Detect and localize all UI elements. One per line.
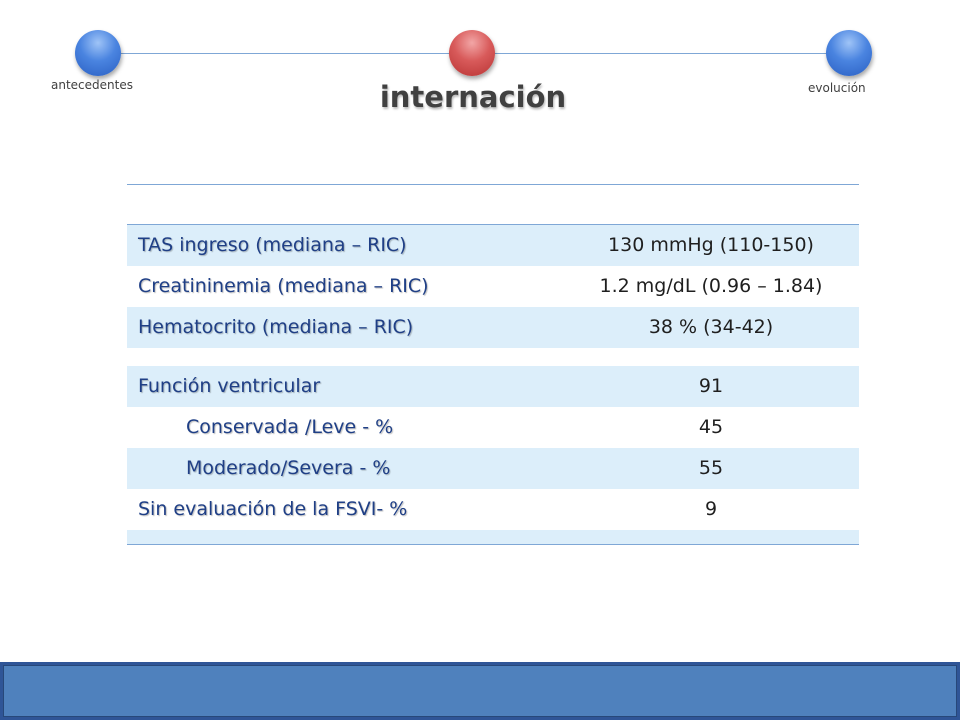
row-label: Función ventricular [138, 375, 321, 397]
data-table: TAS ingreso (mediana – RIC) 130 mmHg (11… [127, 184, 859, 545]
row-label: Sin evaluación de la FSVI- % [138, 498, 408, 520]
table-header-space [127, 185, 859, 224]
row-label: Hematocrito (mediana – RIC) [138, 316, 414, 338]
row-label: TAS ingreso (mediana – RIC) [138, 234, 407, 256]
table-header-rule [127, 224, 859, 225]
row-label: Moderado/Severa - % [186, 457, 391, 479]
footer-bar [0, 662, 960, 720]
table-row: Hematocrito (mediana – RIC) 38 % (34-42) [127, 307, 859, 348]
row-value: 91 [698, 375, 724, 397]
table-top-rule [127, 184, 859, 185]
row-value: 45 [698, 416, 724, 438]
timeline-node-internacion[interactable] [449, 30, 495, 76]
table-row: TAS ingreso (mediana – RIC) 130 mmHg (11… [127, 225, 859, 266]
row-value: 55 [698, 457, 724, 479]
row-label: Creatininemia (mediana – RIC) [138, 275, 429, 297]
row-value: 9 [704, 498, 718, 520]
timeline-node-evolucion[interactable] [826, 30, 872, 76]
timeline-node-antecedentes[interactable] [75, 30, 121, 76]
row-value: 1.2 mg/dL (0.96 – 1.84) [599, 275, 823, 297]
row-value: 130 mmHg (110-150) [608, 234, 814, 256]
timeline-label-evolucion: evolución [808, 81, 866, 95]
table-row: Creatininemia (mediana – RIC) 1.2 mg/dL … [127, 266, 859, 307]
row-value: 38 % (34-42) [648, 316, 774, 338]
table-row: Función ventricular 91 [127, 366, 859, 407]
table-row: Sin evaluación de la FSVI- % 9 [127, 489, 859, 530]
footer-bar-inner [3, 665, 957, 717]
page-title: internación [379, 80, 567, 114]
table-bottom-rule [127, 544, 859, 545]
row-label: Conservada /Leve - % [186, 416, 394, 438]
table-row: Conservada /Leve - % 45 [127, 407, 859, 448]
timeline-label-antecedentes: antecedentes [51, 78, 133, 92]
group-gap [127, 348, 859, 366]
table-footer-band [127, 530, 859, 544]
table-row: Moderado/Severa - % 55 [127, 448, 859, 489]
